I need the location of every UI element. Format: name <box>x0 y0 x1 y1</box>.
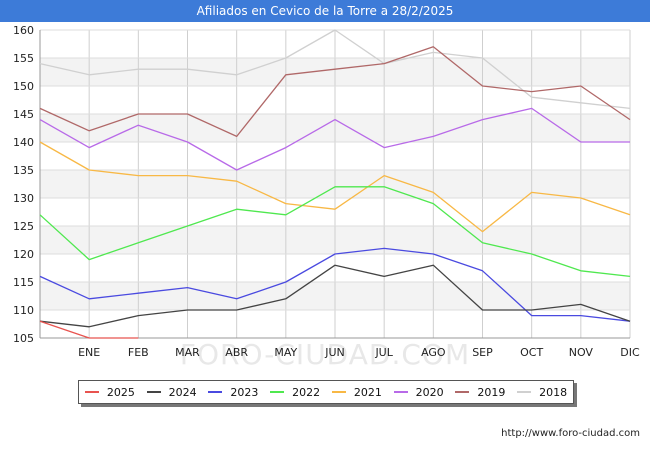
legend-label: 2025 <box>106 385 135 399</box>
x-tick-label: ENE <box>78 346 100 359</box>
y-tick-label: 155 <box>13 52 34 65</box>
legend: 2025 2024 2023 2022 2021 2020 2019 2018 <box>78 380 574 404</box>
source-url[interactable]: http://www.foro-ciudad.com <box>501 428 640 439</box>
x-tick-label: NOV <box>569 346 594 359</box>
legend-label: 2018 <box>539 385 568 399</box>
legend-label: 2019 <box>477 385 506 399</box>
legend-item-2022: 2022 <box>270 386 320 399</box>
series-line-2019 <box>39 46 631 138</box>
x-tick-label: OCT <box>520 346 543 359</box>
legend-swatch <box>517 391 532 393</box>
legend-swatch <box>393 391 408 393</box>
legend-item-2020: 2020 <box>393 385 444 399</box>
series-line-2020 <box>39 107 630 171</box>
legend-item-2023: 2023 <box>208 386 258 399</box>
x-tick-label: MAY <box>274 346 297 359</box>
legend-swatch <box>455 391 470 393</box>
x-tick-label: FEB <box>128 346 149 359</box>
y-tick-label: 105 <box>13 332 34 345</box>
legend-label: 2024 <box>168 385 197 399</box>
y-tick-label: 115 <box>13 276 34 289</box>
legend-swatch <box>146 391 161 393</box>
series-line-2025 <box>39 320 139 339</box>
legend-label: 2021 <box>353 385 382 399</box>
y-tick-label: 120 <box>13 248 34 261</box>
legend-swatch <box>331 391 346 393</box>
y-tick-label: 145 <box>13 108 34 121</box>
legend-swatch <box>208 391 223 393</box>
y-tick-label: 130 <box>13 192 34 205</box>
legend-swatch <box>84 391 99 393</box>
legend-item-2024: 2024 <box>146 385 197 399</box>
y-tick-label: 125 <box>13 220 34 233</box>
chart-title: Afiliados en Cevico de la Torre a 28/2/2… <box>0 0 650 22</box>
series-line-2018 <box>39 29 631 110</box>
x-tick-label: JUL <box>374 346 393 359</box>
legend-item-2025: 2025 <box>84 385 135 399</box>
y-tick-label: 140 <box>13 136 34 149</box>
y-tick-label: 135 <box>13 164 34 177</box>
legend-label: 2020 <box>415 385 444 399</box>
y-tick-label: 160 <box>13 24 34 37</box>
legend-swatch <box>270 391 285 393</box>
legend-item-2021: 2021 <box>331 385 382 399</box>
x-tick-label: SEP <box>472 346 493 359</box>
x-tick-label: MAR <box>175 346 200 359</box>
legend-label: 2022 <box>292 385 321 399</box>
series-line-2021 <box>39 141 631 233</box>
legend-item-2018: 2018 <box>517 386 567 399</box>
y-tick-label: 110 <box>13 304 34 317</box>
legend-item-2019: 2019 <box>455 386 505 399</box>
series-line-2022 <box>39 186 631 278</box>
x-tick-label: JUN <box>324 346 345 359</box>
x-tick-label: AGO <box>421 346 446 359</box>
series-line-2023 <box>39 247 631 322</box>
x-tick-label: ABR <box>225 346 248 359</box>
x-tick-label: DIC <box>620 346 640 359</box>
y-tick-label: 150 <box>13 80 34 93</box>
series-line-2024 <box>39 264 631 328</box>
legend-label: 2023 <box>230 385 259 399</box>
